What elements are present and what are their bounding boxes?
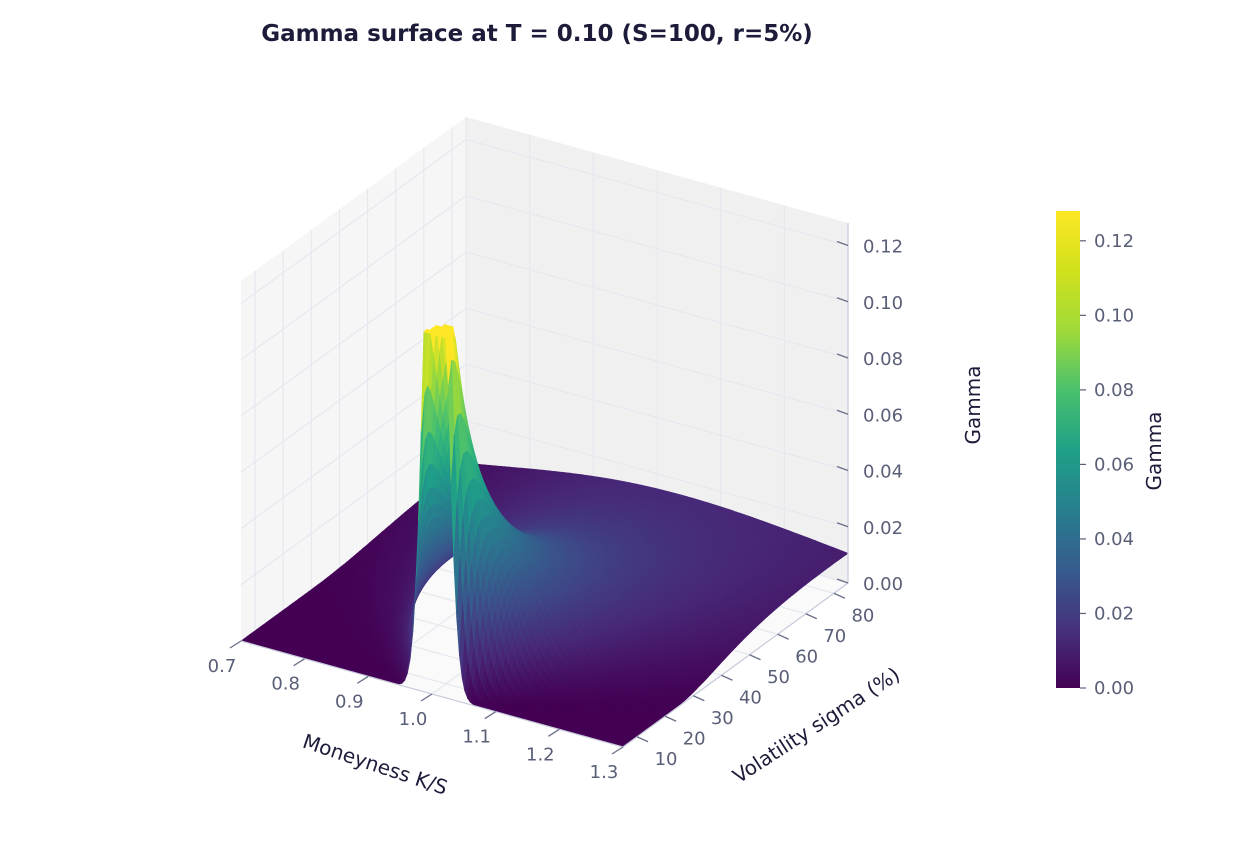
side-gridline: [240, 251, 467, 417]
chart-title: Gamma surface at T = 0.10 (S=100, r=5%): [261, 21, 813, 47]
side-gridline: [240, 195, 467, 361]
back-gridline: [465, 420, 849, 528]
back-gridline: [465, 251, 849, 359]
back-gridline: [465, 138, 849, 247]
side-gridline: [240, 139, 467, 304]
gamma-surface: [240, 323, 849, 748]
back-gridline: [465, 363, 849, 472]
back-gridline: [465, 195, 849, 303]
back-gridline: [465, 307, 849, 415]
